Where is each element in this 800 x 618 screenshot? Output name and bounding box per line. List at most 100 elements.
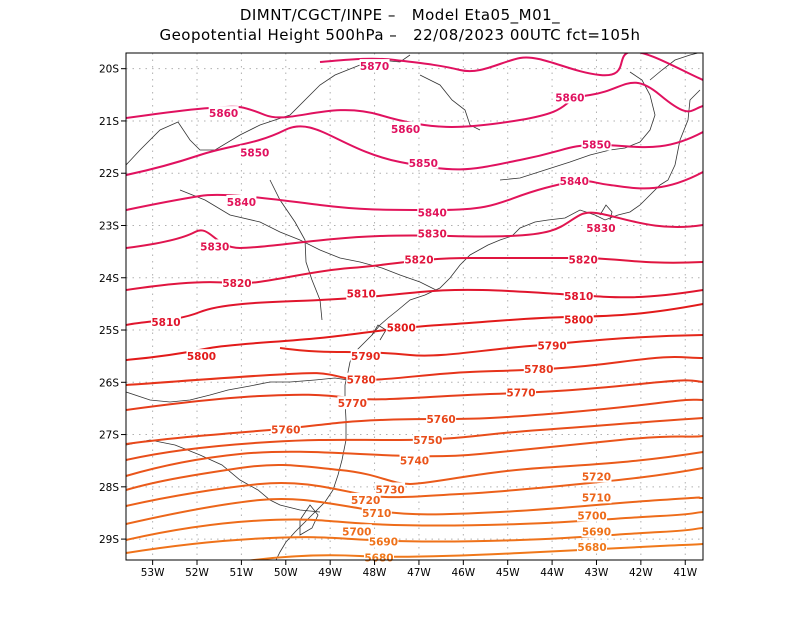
contour-label-background [563,312,594,326]
contour-label-5700: 5700 [342,526,371,538]
contour-5780 [126,356,703,386]
contour-label-background [563,289,594,303]
contour-label-5830: 5830 [200,241,229,253]
contour-5710 [126,496,703,525]
contour-label-5780: 5780 [524,364,553,376]
contour-label-5810: 5810 [564,291,593,303]
x-tick-label: 47W [407,567,431,579]
contour-label-background [559,174,590,188]
contour-label-background [199,239,230,253]
contour-label-5810: 5810 [347,288,376,300]
contour-label-background [568,252,599,266]
contour-label-background [417,205,448,219]
contour-label-background [150,315,181,329]
contour-label-5720: 5720 [582,471,611,483]
contour-label-5730: 5730 [375,484,404,496]
contour-label-5870: 5870 [360,61,389,73]
contour-label-5840: 5840 [418,207,447,219]
contour-label-background [186,349,217,363]
contour-label-5840: 5840 [227,197,256,209]
contour-label-5780: 5780 [347,375,376,387]
contour-label-5790: 5790 [351,351,380,363]
contour-label-5750: 5750 [413,435,442,447]
contour-label-5850: 5850 [240,147,269,159]
contour-label-5840: 5840 [560,176,589,188]
contour-label-background [341,524,372,538]
contour-label-background [386,320,417,334]
contour-label-5800: 5800 [387,322,416,334]
contour-label-5720: 5720 [351,495,380,507]
contour-5690 [126,527,703,554]
contour-label-5700: 5700 [577,511,606,523]
contour-label-background [585,221,616,235]
y-tick-label: 24S [99,273,119,285]
coastline [275,89,701,560]
contour-label-background [412,432,443,446]
contour-label-5820: 5820 [569,254,598,266]
y-tick-label: 25S [99,325,119,337]
contour-label-5680: 5680 [577,542,606,554]
contour-label-5820: 5820 [404,254,433,266]
x-tick-label: 45W [496,567,520,579]
contour-label-background [581,137,612,151]
contour-5720 [126,467,703,507]
x-tick-label: 53W [141,567,165,579]
map-frame [125,52,704,561]
contour-5810 [126,288,703,326]
x-tick-label: 52W [185,567,209,579]
contour-label-background [426,411,457,425]
contour-label-5850: 5850 [582,139,611,151]
y-tick-label: 21S [99,116,119,128]
contour-label-5830: 5830 [586,223,615,235]
contour-5860 [126,81,703,128]
contour-label-background [346,372,377,386]
contour-5770 [126,379,703,411]
contour-label-5820: 5820 [222,278,251,290]
x-tick-label: 46W [451,567,475,579]
contour-label-background [359,59,390,73]
contour-label-5860: 5860 [555,92,584,104]
contour-label-5830: 5830 [418,228,447,240]
contour-label-background [403,252,434,266]
contour-label-5770: 5770 [338,398,367,410]
contour-5870 [319,53,703,81]
contour-label-background [417,226,448,240]
contour-label-5740: 5740 [400,456,429,468]
contour-label-background [361,505,392,519]
state-border-sp-pr [179,189,437,291]
contour-label-background [270,422,301,436]
y-tick-label: 23S [99,220,119,232]
contour-label-5710: 5710 [582,492,611,504]
contour-5680 [247,543,703,560]
contour-label-background [337,396,368,410]
x-tick-label: 41W [673,567,697,579]
contour-label-5690: 5690 [582,526,611,538]
x-tick-label: 49W [318,567,342,579]
contour-label-background [506,385,537,399]
guanabara-bay [599,204,613,221]
y-tick-label: 22S [99,168,119,180]
contour-5750 [126,417,703,461]
contour-label-5770: 5770 [506,388,535,400]
contour-label-5690: 5690 [369,537,398,549]
state-border-pr-sc [126,377,349,403]
contour-5730 [126,451,703,491]
contour-label-background [208,106,239,120]
contour-label-background [577,508,608,522]
contour-label-background [368,534,399,548]
map-axes: 53W 52W 51W 50W 49W 48W 47W 46W 45W 44W 43W 42W 41W 2… [99,64,698,579]
state-border-sc-rs [126,439,321,513]
x-tick-label: 44W [540,567,564,579]
y-tick-label: 28S [99,482,119,494]
contour-label-5860: 5860 [209,108,238,120]
x-tick-label: 50W [274,567,298,579]
contour-label-5860: 5860 [391,124,420,136]
y-tick-label: 29S [99,534,119,546]
contour-labels: 5870 5860 5860 5860 5850 5850 5850 5840 5840 5840… [150,59,616,564]
contour-label-background [390,121,421,135]
contour-label-background [346,286,377,300]
contour-label-background [239,145,270,159]
contour-label-5680: 5680 [364,552,393,564]
contour-label-background [523,362,554,376]
contour-label-background [350,349,381,363]
